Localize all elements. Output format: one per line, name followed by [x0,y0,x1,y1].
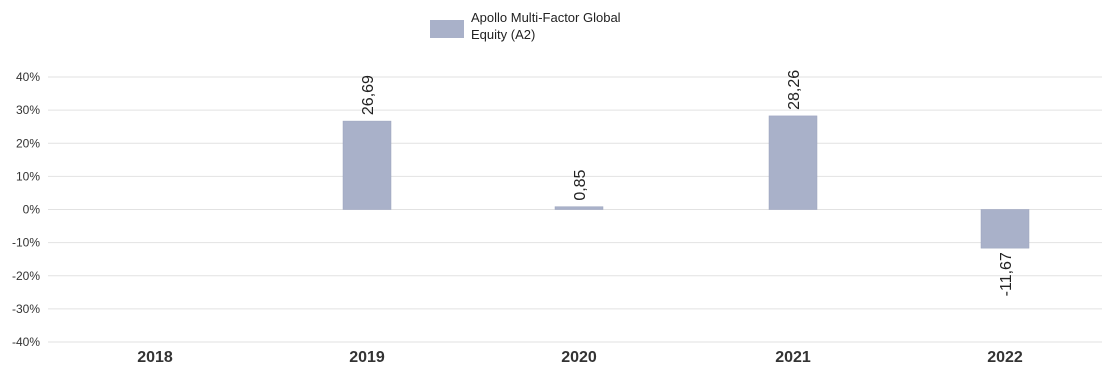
x-category-label: 2020 [561,349,597,366]
legend-label-line-1: Apollo Multi-Factor Global [471,10,621,25]
y-tick-label: 20% [16,136,40,150]
legend: Apollo Multi-Factor Global Equity (A2) [430,10,621,42]
y-tick-label: 10% [16,169,40,183]
x-category-label: 2021 [775,349,811,366]
bars [342,115,1030,249]
y-axis-tick-labels: 40% 30% 20% 10% 0% -10% -20% -30% -40% [12,70,40,349]
bar [342,120,392,210]
data-labels: 26,69 0,85 28,26 -11,67 [360,70,1015,297]
x-category-label: 2022 [987,349,1023,366]
bar [554,206,604,210]
bar-value-label: 0,85 [572,169,589,200]
y-tick-label: 30% [16,103,40,117]
y-tick-label: -30% [12,302,40,316]
x-category-label: 2019 [349,349,385,366]
legend-label-line-2: Equity (A2) [471,27,535,42]
y-tick-label: -20% [12,269,40,283]
bar [980,209,1030,249]
y-tick-label: -10% [12,236,40,250]
bar-value-label: 28,26 [786,70,803,110]
bar [768,115,818,210]
bar-value-label: 26,69 [360,75,377,115]
y-tick-label: 0% [23,203,41,217]
legend-swatch [430,20,464,38]
x-category-label: 2018 [137,349,173,366]
x-axis-category-labels: 2018 2019 2020 2021 2022 [137,349,1023,366]
bar-value-label: -11,67 [998,252,1015,296]
y-tick-label: 40% [16,70,40,84]
y-tick-label: -40% [12,335,40,349]
